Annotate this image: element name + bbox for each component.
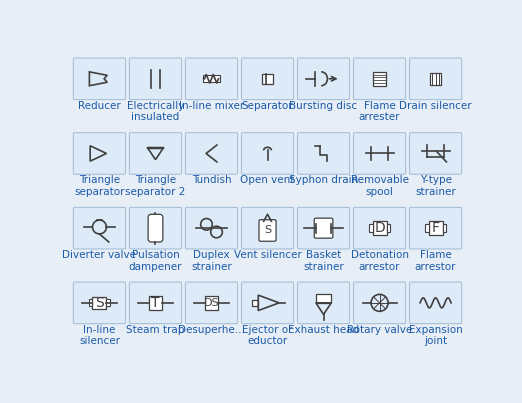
Bar	[205, 296, 219, 310]
FancyBboxPatch shape	[242, 208, 293, 249]
FancyBboxPatch shape	[185, 282, 238, 324]
Text: Flame
arrester: Flame arrester	[359, 101, 400, 123]
Text: Detonation
arrestor: Detonation arrestor	[351, 250, 409, 272]
FancyBboxPatch shape	[314, 218, 333, 238]
Bar	[430, 73, 442, 85]
FancyBboxPatch shape	[298, 282, 350, 324]
FancyBboxPatch shape	[74, 58, 125, 100]
Text: Pulsation
dampener: Pulsation dampener	[129, 250, 182, 272]
Text: Expansion
joint: Expansion joint	[409, 325, 462, 347]
Text: Diverter valve: Diverter valve	[63, 250, 136, 260]
Text: Duplex
strainer: Duplex strainer	[191, 250, 232, 272]
FancyBboxPatch shape	[74, 282, 125, 324]
Bar	[369, 224, 373, 232]
FancyBboxPatch shape	[129, 58, 182, 100]
Bar	[373, 221, 387, 235]
Text: DS: DS	[204, 298, 219, 308]
Bar	[148, 296, 162, 310]
Bar	[373, 72, 386, 86]
FancyBboxPatch shape	[259, 220, 276, 241]
FancyBboxPatch shape	[353, 58, 406, 100]
Text: F: F	[432, 221, 440, 235]
FancyBboxPatch shape	[74, 133, 125, 174]
Text: T: T	[151, 296, 160, 310]
FancyBboxPatch shape	[353, 208, 406, 249]
FancyBboxPatch shape	[298, 133, 350, 174]
Text: Triangle
separator: Triangle separator	[74, 175, 125, 197]
Bar	[387, 224, 390, 232]
Bar	[252, 300, 258, 306]
Text: Vent silencer: Vent silencer	[234, 250, 301, 260]
FancyBboxPatch shape	[242, 133, 293, 174]
Bar	[425, 224, 429, 232]
FancyBboxPatch shape	[353, 133, 406, 174]
Bar	[429, 221, 443, 235]
Text: S: S	[264, 225, 271, 235]
Bar	[203, 75, 220, 82]
Text: In-line
silencer: In-line silencer	[79, 325, 120, 347]
FancyBboxPatch shape	[298, 208, 350, 249]
Text: Flame
arrestor: Flame arrestor	[415, 250, 456, 272]
Bar	[92, 297, 106, 309]
FancyBboxPatch shape	[129, 208, 182, 249]
FancyBboxPatch shape	[242, 282, 293, 324]
Text: Open vent: Open vent	[240, 175, 295, 185]
FancyBboxPatch shape	[410, 282, 461, 324]
FancyBboxPatch shape	[410, 58, 461, 100]
FancyBboxPatch shape	[185, 133, 238, 174]
Bar	[443, 224, 446, 232]
Text: Reducer: Reducer	[78, 101, 121, 111]
FancyBboxPatch shape	[185, 208, 238, 249]
Text: Removable
spool: Removable spool	[351, 175, 409, 197]
Text: Triangle
separator 2: Triangle separator 2	[125, 175, 186, 197]
FancyBboxPatch shape	[353, 282, 406, 324]
Text: D: D	[374, 221, 385, 235]
Text: Desuperhe...: Desuperhe...	[178, 325, 245, 335]
FancyBboxPatch shape	[129, 282, 182, 324]
Text: Drain silencer: Drain silencer	[399, 101, 472, 111]
Text: Tundish: Tundish	[192, 175, 231, 185]
Text: S: S	[95, 296, 104, 310]
Text: Separator: Separator	[242, 101, 293, 111]
FancyBboxPatch shape	[129, 133, 182, 174]
Text: Ejector or
eductor: Ejector or eductor	[242, 325, 293, 347]
Text: In-line mixer: In-line mixer	[179, 101, 244, 111]
Bar	[89, 299, 92, 306]
Bar	[106, 299, 110, 306]
Text: Exhaust head: Exhaust head	[288, 325, 359, 335]
FancyBboxPatch shape	[148, 214, 163, 242]
FancyBboxPatch shape	[298, 58, 350, 100]
Text: Y-type
strainer: Y-type strainer	[415, 175, 456, 197]
FancyBboxPatch shape	[410, 133, 461, 174]
Text: Basket
strainer: Basket strainer	[303, 250, 344, 272]
FancyBboxPatch shape	[185, 58, 238, 100]
Text: Electrically
insulated: Electrically insulated	[127, 101, 184, 123]
Text: Steam trap: Steam trap	[126, 325, 185, 335]
Text: Syphon drain: Syphon drain	[289, 175, 358, 185]
FancyBboxPatch shape	[74, 208, 125, 249]
FancyBboxPatch shape	[410, 208, 461, 249]
Text: Bursting disc: Bursting disc	[290, 101, 358, 111]
Bar	[263, 74, 272, 84]
Text: Rotary valve: Rotary valve	[347, 325, 412, 335]
Bar	[316, 294, 331, 303]
FancyBboxPatch shape	[242, 58, 293, 100]
